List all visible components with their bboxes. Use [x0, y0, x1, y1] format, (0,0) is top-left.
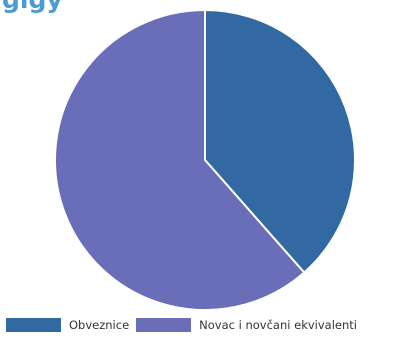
legend-label-novac: Novac i novčani ekvivalenti [199, 318, 357, 332]
legend-swatch-novac [136, 318, 192, 332]
legend-label-obveznice: Obveznice [69, 318, 130, 332]
legend-item-obveznice: Obveznice [6, 318, 129, 332]
chart-title: glgy [2, 0, 63, 12]
pie-slice-0 [204, 9, 356, 274]
legend-item-novac: Novac i novčani ekvivalenti [136, 318, 357, 332]
legend: Obveznice Novac i novčani ekvivalenti [6, 317, 364, 333]
pie-slice-1 [54, 9, 306, 311]
legend-swatch-obveznice [6, 318, 61, 332]
